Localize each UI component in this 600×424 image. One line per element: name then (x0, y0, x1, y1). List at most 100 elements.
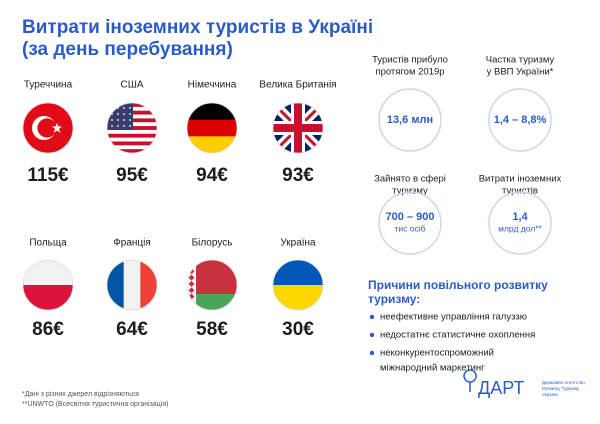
flag-rim (106, 102, 158, 154)
country-name: Білорусь (192, 238, 233, 249)
country-name: Туреччина (24, 80, 73, 91)
star (117, 119, 119, 121)
bullet (369, 332, 375, 338)
stat-label: Частка туризму (486, 55, 555, 66)
ornament-mark (188, 262, 195, 268)
footnote: **UNWTO (Всесвітня туристична організаці… (22, 400, 168, 408)
stat-label: протягом 2019р (375, 67, 444, 78)
reason-item: міжнародний маркетинг (380, 363, 485, 374)
flag (273, 103, 323, 153)
star (117, 125, 119, 127)
band (187, 136, 237, 153)
stat-circle (488, 191, 552, 255)
stat-circle (378, 88, 442, 152)
flag-rim (272, 102, 324, 154)
stat-label: Витрати іноземних (479, 174, 562, 185)
ornament-mark (188, 306, 195, 310)
country-name: Франція (113, 238, 151, 249)
star (52, 123, 62, 133)
canton (107, 103, 133, 130)
stat-value: 700 – 900 (386, 211, 435, 223)
star (123, 113, 125, 115)
stat-value: тис осіб (395, 223, 426, 233)
band (273, 260, 323, 285)
flag (107, 260, 157, 310)
stat-value: млрд дол** (498, 223, 542, 233)
stat-label: у ВВП України* (487, 67, 554, 78)
logo-name: ДАРТ (478, 378, 524, 398)
stat-label: Туристів прибуло (372, 55, 448, 66)
logo-subtitle: Розвитку Туризму (542, 386, 580, 391)
stat-value: 1,4 (512, 211, 528, 223)
reason-item: неконкурентоспроможний (380, 348, 494, 359)
stripe (107, 145, 157, 150)
band (273, 285, 323, 310)
band (23, 260, 73, 285)
star (111, 125, 113, 127)
reasons-title: туризму: (368, 292, 420, 306)
country-name: Польща (29, 238, 67, 249)
flag-rim (106, 259, 158, 311)
band (187, 294, 237, 310)
logo-mark (463, 369, 477, 392)
star (129, 113, 131, 115)
spending-value: 94€ (196, 165, 228, 186)
country-name: Велика Британія (259, 80, 336, 91)
country-name: США (120, 80, 143, 91)
cross-red (273, 103, 323, 153)
logo-subtitle: Державне Агентство (542, 380, 585, 385)
star (129, 107, 131, 109)
stripe (107, 149, 157, 153)
logo-subtitle: України (542, 392, 558, 397)
stat-label: туризму (392, 186, 428, 197)
spending-value: 30€ (282, 319, 314, 340)
title: (за день перебування) (22, 39, 233, 60)
stat-label: туристів (502, 186, 538, 197)
flag (107, 103, 157, 153)
stat-value: 1,4 – 8,8% (494, 114, 547, 126)
star (123, 125, 125, 127)
flag (187, 103, 237, 153)
spending-value: 93€ (282, 165, 314, 186)
star (123, 107, 125, 109)
stat-value: 13,6 млн (387, 114, 433, 126)
flag (187, 260, 237, 310)
stat-label: Зайнято в сфері (374, 174, 446, 185)
star (129, 125, 131, 127)
star (111, 107, 113, 109)
spending-value: 86€ (32, 319, 64, 340)
reason-item: недостатнє статистичне охоплення (380, 330, 535, 341)
country-name: Німеччина (188, 80, 237, 91)
reasons-title: Причини повільного розвитку (368, 278, 548, 292)
band (107, 260, 124, 310)
star (111, 119, 113, 121)
band (123, 260, 141, 310)
spending-value: 115€ (27, 165, 69, 186)
spending-value: 58€ (196, 319, 228, 340)
bullet (369, 314, 375, 320)
spending-value: 95€ (116, 165, 148, 186)
flag-rim (186, 259, 238, 311)
flag-rim (22, 102, 74, 154)
star (129, 119, 131, 121)
flag-rim (22, 259, 74, 311)
title: Витрати іноземних туристів в Україні (22, 17, 373, 38)
band (140, 260, 157, 310)
band (187, 119, 237, 137)
stripe (107, 137, 157, 142)
flag (23, 103, 73, 153)
flag-rim (186, 102, 238, 154)
stripe (107, 141, 157, 146)
band (187, 103, 237, 120)
crescent-cut (37, 118, 57, 138)
spending-value: 64€ (116, 319, 148, 340)
reason-item: неефективне управління галуззю (380, 312, 527, 323)
ornament-mark (188, 280, 195, 287)
star (117, 113, 119, 115)
star (123, 119, 125, 121)
stripe (107, 133, 157, 138)
ornament-mark (188, 274, 195, 281)
ornament-mark (188, 287, 195, 294)
bullet (369, 350, 375, 356)
